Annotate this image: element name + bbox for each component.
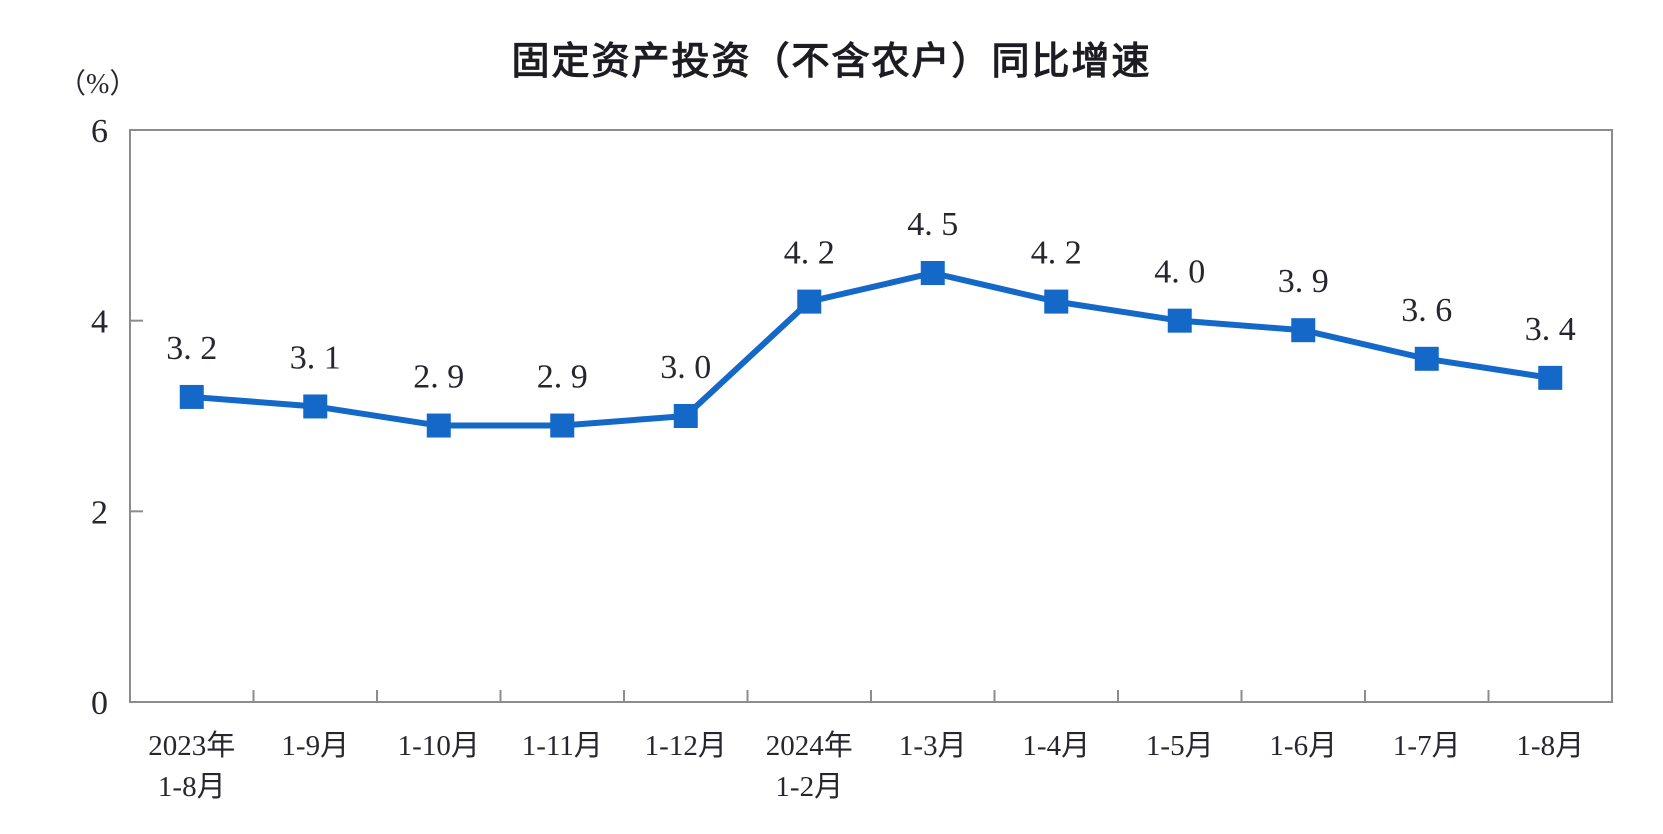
series-line [188,270,1554,429]
x-axis-category-label: 1-5月 [1146,730,1214,762]
x-axis-category-label: 1-10月 [398,730,480,762]
data-point-value-label: 4. 5 [907,206,958,243]
data-point-value-label: 2. 9 [413,359,464,396]
x-axis-category-label: 1-9月 [281,730,349,762]
x-axis-category-label: 1-4月 [1022,730,1090,762]
data-point-value-label: 3. 6 [1401,292,1452,329]
x-axis-category-label: 1-2月 [775,771,843,803]
y-axis-unit-label: （%） [58,69,138,100]
data-point-marker [550,413,575,438]
data-point-marker [1414,346,1439,371]
x-axis-category-label: 1-8月 [158,771,226,803]
data-point-value-label: 3. 1 [290,339,341,376]
x-axis-category-label: 1-11月 [522,730,603,762]
data-point-marker [673,404,698,428]
plot-border [129,129,1613,703]
data-point-value-label: 3. 0 [660,349,711,386]
data-point-value-label: 3. 4 [1525,311,1576,348]
chart-title: 固定资产投资（不含农户）同比增速 [511,41,1152,83]
data-point-marker [1044,289,1069,314]
data-point-marker [1538,365,1563,390]
data-point-value-label: 4. 2 [1031,235,1082,272]
data-point-marker [303,394,328,419]
x-axis-category-label: 2024年 [766,729,853,762]
data-point-marker [920,261,945,285]
data-point-marker [426,413,451,438]
data-point-value-label: 3. 2 [166,330,217,367]
y-axis-tick-label: 6 [91,113,108,150]
x-axis-category-label: 2023年 [148,729,235,762]
data-point-marker [179,384,204,409]
data-point-marker [1167,308,1192,333]
data-point-marker [797,289,822,314]
data-point-marker [1291,318,1316,343]
data-point-value-label: 4. 0 [1154,254,1205,291]
y-axis-tick-label: 4 [91,304,108,341]
x-axis-category-label: 1-6月 [1269,730,1337,762]
x-axis-category-label: 1-7月 [1393,730,1461,762]
y-axis-tick-label: 0 [91,685,108,722]
x-axis-category-label: 1-12月 [645,730,727,762]
x-axis-category-label: 1-8月 [1516,730,1584,762]
data-point-value-label: 2. 9 [537,359,588,396]
data-point-value-label: 3. 9 [1278,263,1329,300]
data-point-value-label: 4. 2 [784,235,835,272]
x-axis-category-label: 1-3月 [899,730,967,762]
y-axis-tick-label: 2 [91,494,108,531]
